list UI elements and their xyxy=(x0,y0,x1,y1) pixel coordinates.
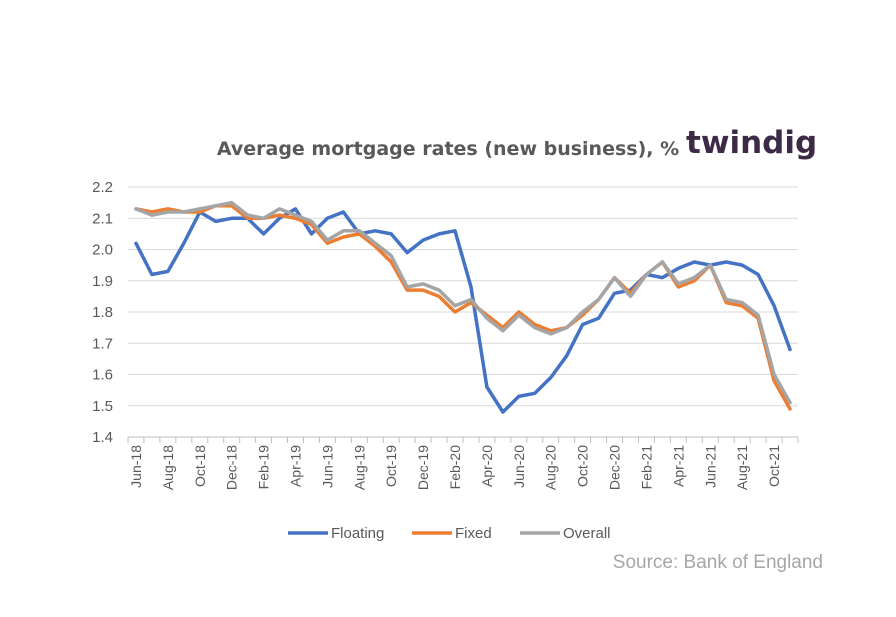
x-tick-label: Oct-20 xyxy=(575,445,591,487)
x-tick-label: Feb-19 xyxy=(256,445,272,490)
twindig-logo: twindig xyxy=(686,125,817,161)
legend-label-floating: Floating xyxy=(331,525,384,542)
legend-label-fixed: Fixed xyxy=(455,525,492,542)
legend-label-overall: Overall xyxy=(563,525,611,542)
x-tick-label: Apr-20 xyxy=(479,445,495,487)
x-tick-label: Dec-20 xyxy=(607,445,623,490)
y-tick-label: 1.4 xyxy=(92,429,113,446)
x-tick-label: Oct-19 xyxy=(383,445,399,487)
x-tick-label: Apr-19 xyxy=(288,445,304,487)
y-tick-label: 2.2 xyxy=(92,179,113,196)
y-axis-ticks: 2.2 2.1 2.0 1.9 1.8 1.7 1.6 1.5 1.4 xyxy=(92,179,113,446)
x-axis: Jun-18 Aug-18 Oct-18 Dec-18 Feb-19 Apr-19 Jun-… xyxy=(127,436,799,490)
x-tick-label: Oct-21 xyxy=(766,445,782,487)
y-tick-label: 1.8 xyxy=(92,304,113,321)
x-tick-label: Feb-20 xyxy=(447,445,463,490)
x-tick-label: Aug-20 xyxy=(543,445,559,490)
y-tick-label: 2.1 xyxy=(92,210,113,227)
x-tick-label: Feb-21 xyxy=(638,445,654,490)
chart-title: Average mortgage rates (new business), % xyxy=(217,138,679,160)
x-tick-label: Jun-19 xyxy=(319,445,335,488)
series-line-floating xyxy=(134,207,792,414)
x-tick-label: Jun-20 xyxy=(511,445,527,488)
legend: Floating Fixed Overall xyxy=(288,525,611,542)
x-tick-label: Apr-21 xyxy=(670,445,686,487)
x-tick-label: Dec-18 xyxy=(224,445,240,490)
y-tick-label: 1.6 xyxy=(92,367,113,384)
series-line-overall xyxy=(134,200,792,405)
series-line-fixed xyxy=(134,204,792,411)
x-tick-label: Dec-19 xyxy=(415,445,431,490)
y-tick-label: 2.0 xyxy=(92,242,113,259)
series-lines xyxy=(134,200,792,414)
x-tick-label: Aug-21 xyxy=(734,445,750,490)
y-tick-label: 1.9 xyxy=(92,273,113,290)
y-tick-label: 1.5 xyxy=(92,398,113,415)
x-tick-label: Jun-21 xyxy=(702,445,718,488)
x-tick-label: Aug-18 xyxy=(160,445,176,490)
x-tick-label: Jun-18 xyxy=(128,445,144,488)
x-tick-label: Oct-18 xyxy=(192,445,208,487)
source-note: Source: Bank of England xyxy=(613,552,823,573)
y-tick-label: 1.7 xyxy=(92,335,113,352)
x-tick-label: Aug-19 xyxy=(351,445,367,490)
